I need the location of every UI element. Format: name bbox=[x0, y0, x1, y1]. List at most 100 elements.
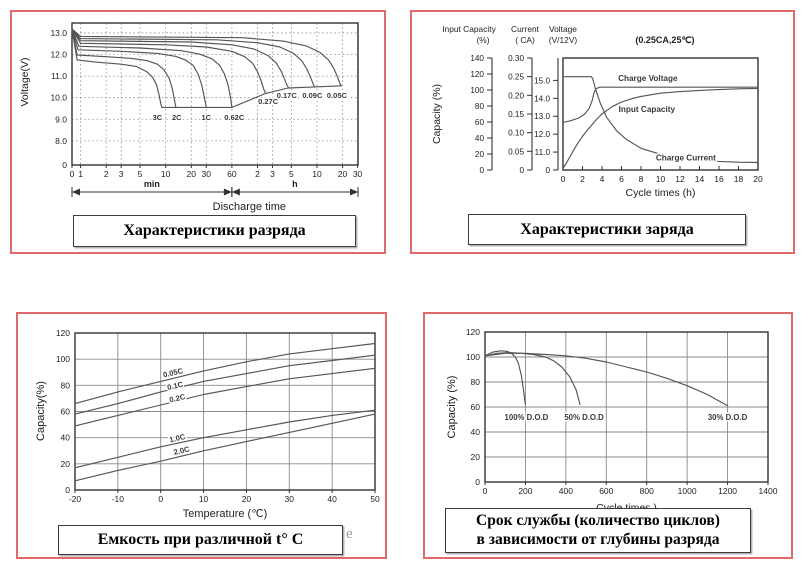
svg-text:1400: 1400 bbox=[759, 486, 778, 496]
svg-text:20: 20 bbox=[187, 169, 197, 179]
svg-text:10.0: 10.0 bbox=[50, 93, 67, 103]
caption-cycle-life-line2: в зависимости от глубины разряда bbox=[476, 530, 720, 548]
svg-text:40: 40 bbox=[471, 427, 481, 437]
svg-text:100: 100 bbox=[56, 354, 70, 364]
svg-text:80: 80 bbox=[61, 380, 71, 390]
svg-text:6: 6 bbox=[619, 174, 624, 184]
svg-text:2: 2 bbox=[104, 169, 109, 179]
svg-text:14.0: 14.0 bbox=[534, 94, 550, 103]
svg-text:Discharge time: Discharge time bbox=[213, 201, 286, 213]
svg-text:0.62C: 0.62C bbox=[224, 113, 245, 122]
svg-text:40: 40 bbox=[61, 433, 71, 443]
svg-text:1C: 1C bbox=[201, 113, 211, 122]
svg-text:3: 3 bbox=[270, 169, 275, 179]
svg-text:0: 0 bbox=[483, 486, 488, 496]
svg-text:30: 30 bbox=[202, 169, 212, 179]
svg-text:800: 800 bbox=[640, 486, 654, 496]
svg-text:13.0: 13.0 bbox=[534, 112, 550, 121]
svg-text:10: 10 bbox=[656, 174, 666, 184]
svg-text:120: 120 bbox=[470, 70, 484, 79]
svg-text:1000: 1000 bbox=[678, 486, 697, 496]
caption-temperature: Емкость при различной t° C bbox=[58, 525, 343, 555]
svg-text:4: 4 bbox=[600, 174, 605, 184]
svg-text:11.0: 11.0 bbox=[535, 148, 551, 157]
svg-text:600: 600 bbox=[599, 486, 613, 496]
svg-text:60: 60 bbox=[61, 407, 71, 417]
svg-text:20: 20 bbox=[471, 452, 481, 462]
svg-text:0.20: 0.20 bbox=[508, 91, 524, 100]
svg-text:12: 12 bbox=[675, 174, 685, 184]
caption-charge-text: Характеристики заряда bbox=[520, 220, 694, 238]
svg-text:8.0: 8.0 bbox=[55, 136, 67, 146]
svg-text:50% D.O.D: 50% D.O.D bbox=[564, 413, 604, 422]
svg-text:0: 0 bbox=[475, 477, 480, 487]
svg-text:15.0: 15.0 bbox=[534, 76, 550, 85]
svg-text:0: 0 bbox=[70, 169, 75, 179]
svg-text:Temperature (℃): Temperature (℃) bbox=[183, 508, 268, 520]
svg-text:2C: 2C bbox=[172, 113, 182, 122]
svg-text:0: 0 bbox=[519, 166, 524, 175]
svg-text:0.30: 0.30 bbox=[508, 54, 524, 63]
svg-text:20: 20 bbox=[242, 494, 252, 504]
svg-text:60: 60 bbox=[227, 169, 237, 179]
svg-text:min: min bbox=[144, 179, 160, 189]
svg-text:30: 30 bbox=[285, 494, 295, 504]
svg-text:-20: -20 bbox=[69, 494, 82, 504]
svg-text:100: 100 bbox=[470, 86, 484, 95]
discharge-plot: 13.012.011.010.09.08.000 1 2 3 5 10 20 30 60 2 3 5 1… bbox=[19, 22, 363, 213]
svg-text:60: 60 bbox=[475, 118, 485, 127]
svg-text:400: 400 bbox=[559, 486, 573, 496]
svg-text:Capacity (%): Capacity (%) bbox=[446, 376, 458, 439]
svg-text:200: 200 bbox=[518, 486, 532, 496]
svg-text:40: 40 bbox=[475, 134, 485, 143]
panel-charge-characteristics: 140 120 100 80 60 40 20 0 Input Capacity (%) 0.30 0… bbox=[410, 10, 795, 254]
svg-text:0.15: 0.15 bbox=[508, 110, 524, 119]
caption-discharge: Характеристики разряда bbox=[73, 215, 356, 247]
caption-temperature-text: Емкость при различной t° C bbox=[97, 531, 304, 548]
svg-text:120: 120 bbox=[466, 327, 480, 337]
svg-text:12.0: 12.0 bbox=[534, 130, 550, 139]
svg-text:Charge Voltage: Charge Voltage bbox=[618, 74, 678, 83]
discharge-chart: 13.012.011.010.09.08.000 1 2 3 5 10 20 30 60 2 3 5 1… bbox=[19, 22, 363, 213]
svg-text:16: 16 bbox=[714, 174, 724, 184]
svg-text:30: 30 bbox=[353, 169, 363, 179]
svg-text:120: 120 bbox=[56, 328, 70, 338]
caption-cycle-life: Срок службы (количество циклов) в зависи… bbox=[445, 508, 751, 553]
svg-text:5: 5 bbox=[289, 169, 294, 179]
svg-text:18: 18 bbox=[734, 174, 744, 184]
svg-text:( CA): ( CA) bbox=[515, 35, 535, 45]
svg-text:2: 2 bbox=[255, 169, 260, 179]
svg-text:20: 20 bbox=[475, 150, 485, 159]
svg-text:40: 40 bbox=[327, 494, 337, 504]
svg-text:Input Capacity: Input Capacity bbox=[442, 24, 496, 34]
svg-text:0: 0 bbox=[479, 166, 484, 175]
svg-text:30% D.O.D: 30% D.O.D bbox=[708, 413, 748, 422]
svg-text:10: 10 bbox=[161, 169, 171, 179]
caption-discharge-text: Характеристики разряда bbox=[123, 222, 306, 239]
scan-remnant-text: e bbox=[346, 526, 353, 542]
svg-text:0: 0 bbox=[62, 160, 67, 170]
svg-text:80: 80 bbox=[471, 377, 481, 387]
svg-text:0.2C: 0.2C bbox=[168, 392, 186, 404]
svg-text:0.27C: 0.27C bbox=[258, 97, 279, 106]
caption-charge: Характеристики заряда bbox=[468, 214, 746, 245]
svg-text:3C: 3C bbox=[153, 113, 163, 122]
svg-text:2: 2 bbox=[580, 174, 585, 184]
svg-text:3: 3 bbox=[119, 169, 124, 179]
svg-text:20: 20 bbox=[61, 459, 71, 469]
svg-text:0.05C: 0.05C bbox=[162, 366, 184, 379]
svg-text:5: 5 bbox=[138, 169, 143, 179]
panel-discharge-characteristics: 13.0 12.0 11.0 10.0 9.0 8.0 0 0 1 2 3 5 10 20 30 60 2 3 5 1… bbox=[10, 10, 386, 254]
svg-text:11.0: 11.0 bbox=[51, 71, 67, 81]
caption-cycle-life-line1: Срок службы (количество циклов) bbox=[476, 512, 720, 530]
svg-text:80: 80 bbox=[475, 102, 485, 111]
svg-text:13.0: 13.0 bbox=[50, 28, 67, 38]
svg-text:0.09C: 0.09C bbox=[302, 91, 323, 100]
svg-text:Voltage: Voltage bbox=[549, 24, 577, 34]
panel-temperature-capacity: 120 100 80 60 40 20 0 -20 -10 0 10 20 30 40 50 Capacity… bbox=[16, 312, 387, 559]
svg-text:h: h bbox=[292, 179, 298, 189]
